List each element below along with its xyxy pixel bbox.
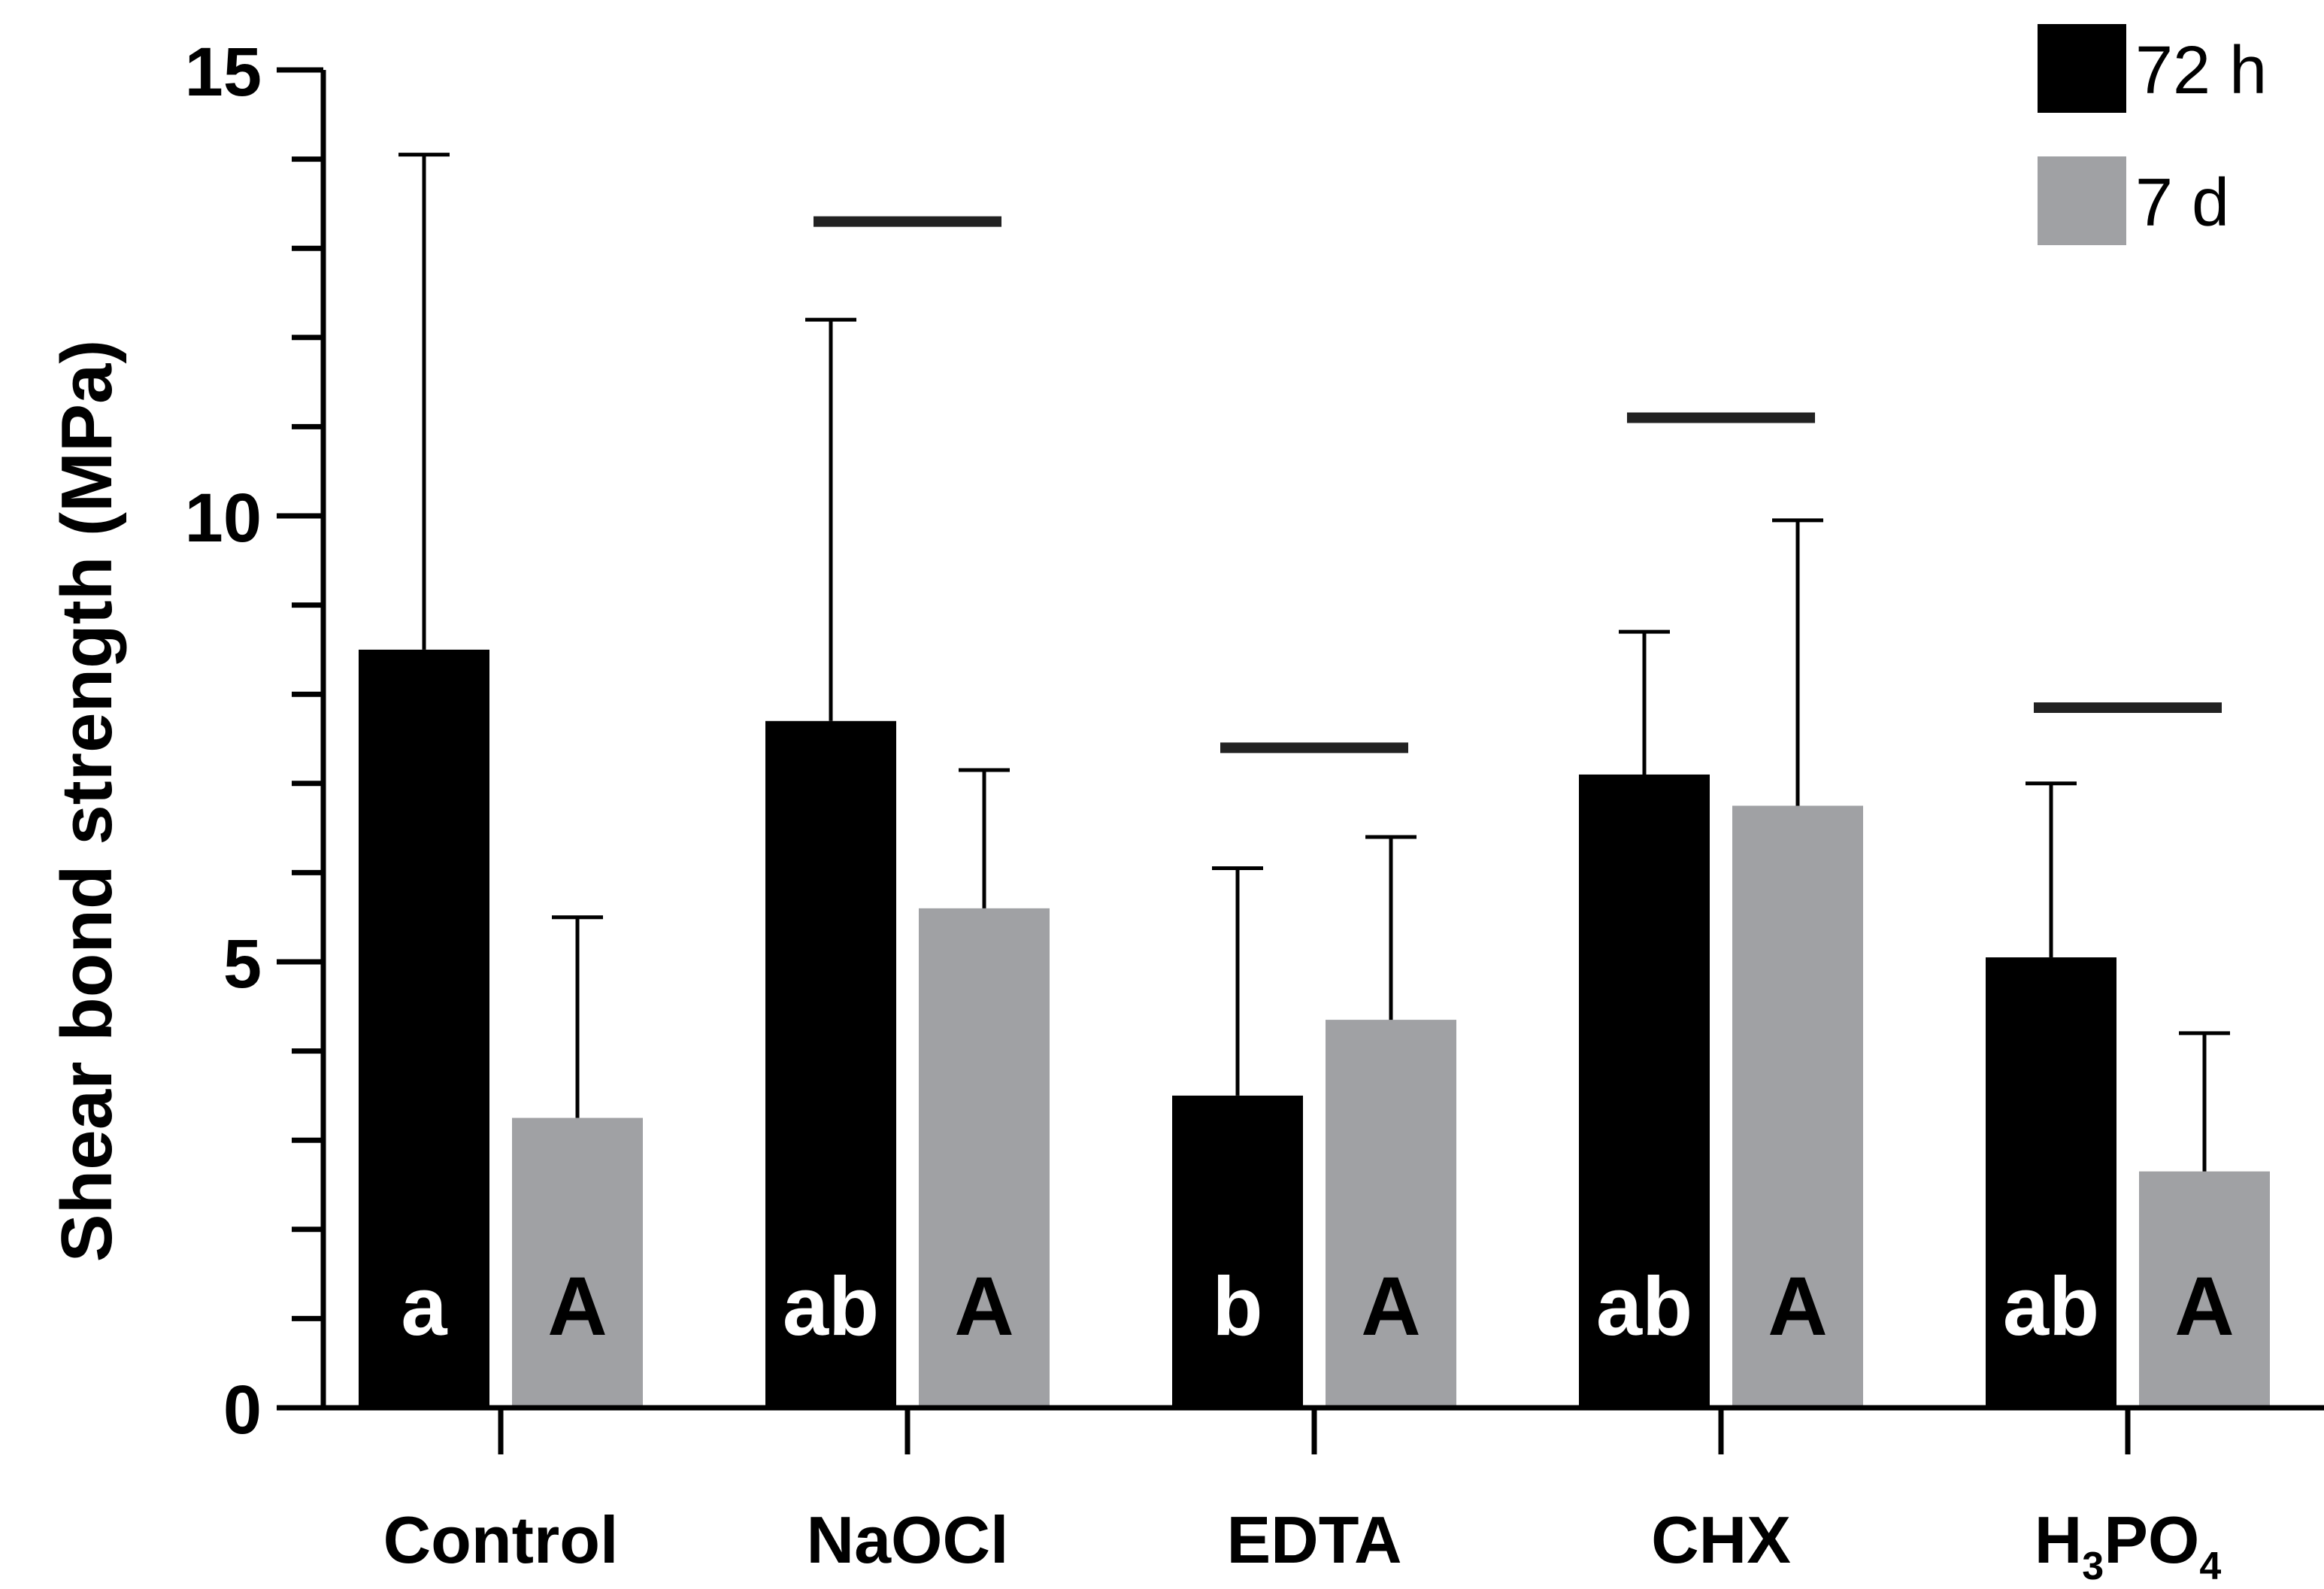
bar-72h-h3po4 xyxy=(1986,957,2116,1408)
x-tick-label: H3PO4 xyxy=(2035,1503,2222,1588)
significance-letter: A xyxy=(954,1260,1014,1353)
significance-letter: A xyxy=(547,1260,607,1353)
significance-letter: ab xyxy=(1596,1260,1692,1353)
legend-swatch-7d xyxy=(2038,156,2126,245)
error-bars-group xyxy=(398,153,2230,1172)
significance-letter: A xyxy=(1768,1260,1827,1353)
bar-7d-chx xyxy=(1732,805,1863,1408)
y-tick-label: 15 xyxy=(185,34,262,111)
significance-letter: b xyxy=(1212,1260,1262,1353)
legend-label-7d: 7 d xyxy=(2135,165,2229,241)
x-tick-label: Control xyxy=(383,1503,619,1577)
legend-label-72h: 72 h xyxy=(2135,33,2267,108)
significance-letter: A xyxy=(2174,1260,2234,1353)
y-tick-label: 10 xyxy=(185,480,262,556)
bar-72h-chx xyxy=(1579,774,1710,1408)
y-tick-label: 5 xyxy=(223,926,262,1002)
bar-72h-control xyxy=(359,649,489,1408)
significance-letter: ab xyxy=(2003,1260,2099,1353)
significance-bars-group xyxy=(814,216,2222,754)
bar-7d-h3po4 xyxy=(2139,1171,2270,1408)
x-tick-label: CHX xyxy=(1651,1503,1791,1577)
legend: 72 h 7 d xyxy=(2038,24,2267,245)
y-axis-title: Shear bond strength (MPa) xyxy=(47,340,127,1263)
y-tick-label: 0 xyxy=(223,1372,262,1448)
x-tick-label: NaOCl xyxy=(807,1503,1009,1577)
significance-letter: ab xyxy=(783,1260,879,1353)
bar-7d-edta xyxy=(1326,1020,1456,1408)
bar-7d-naocl xyxy=(919,908,1050,1408)
x-axis: Control NaOCl EDTA CHX H3PO4 xyxy=(321,1405,2324,1588)
bar-7d-control xyxy=(512,1117,643,1408)
significance-letter: a xyxy=(401,1260,447,1353)
significance-letter: A xyxy=(1361,1260,1420,1353)
bars-group xyxy=(359,649,2270,1408)
legend-swatch-72h xyxy=(2038,24,2126,113)
y-axis-title-group: Shear bond strength (MPa) xyxy=(47,340,127,1263)
bar-72h-naocl xyxy=(765,720,896,1408)
x-tick-label: EDTA xyxy=(1226,1503,1401,1577)
bar-72h-edta xyxy=(1172,1095,1303,1408)
y-axis: 0 5 10 15 xyxy=(185,34,326,1448)
